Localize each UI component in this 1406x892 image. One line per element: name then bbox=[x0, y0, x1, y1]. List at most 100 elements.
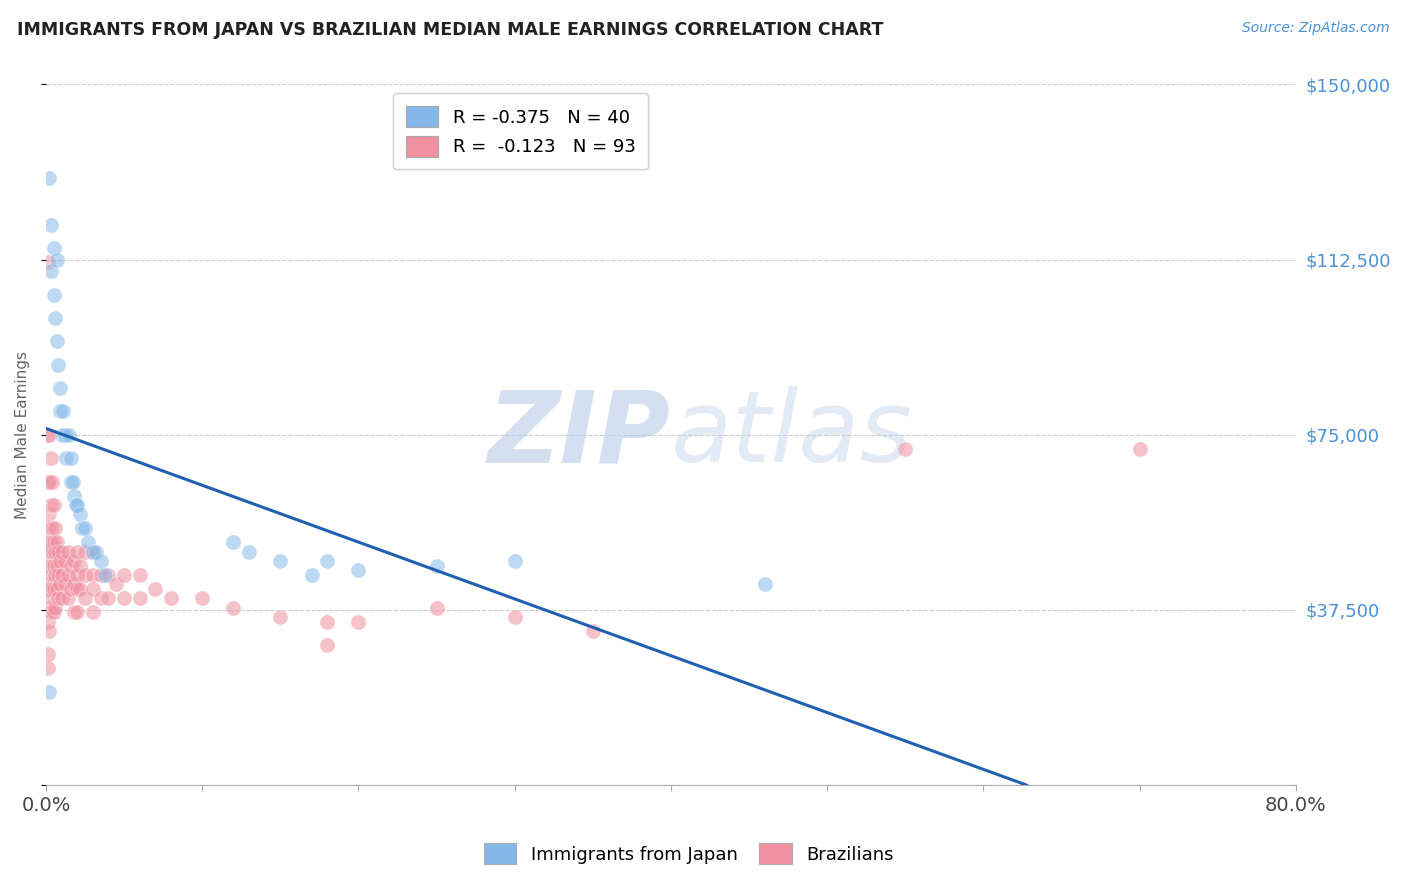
Point bbox=[44, 311, 66, 326]
Point bbox=[48, 591, 70, 606]
Point bbox=[82, 544, 104, 558]
Point bbox=[582, 624, 605, 638]
Point bbox=[51, 544, 73, 558]
Point bbox=[66, 544, 89, 558]
Point bbox=[59, 582, 82, 596]
Point bbox=[69, 558, 91, 573]
Point bbox=[58, 427, 80, 442]
Point bbox=[51, 427, 73, 442]
Point bbox=[69, 507, 91, 521]
Point bbox=[56, 591, 79, 606]
Point bbox=[45, 252, 67, 267]
Point bbox=[49, 381, 72, 395]
Point bbox=[425, 558, 447, 573]
Point bbox=[191, 591, 214, 606]
Point bbox=[754, 577, 776, 591]
Point bbox=[66, 582, 89, 596]
Point bbox=[48, 568, 70, 582]
Point bbox=[90, 591, 112, 606]
Point bbox=[49, 404, 72, 418]
Point bbox=[37, 661, 59, 675]
Legend: Immigrants from Japan, Brazilians: Immigrants from Japan, Brazilians bbox=[477, 836, 901, 871]
Point bbox=[41, 475, 63, 489]
Point bbox=[66, 568, 89, 582]
Point bbox=[37, 544, 59, 558]
Point bbox=[105, 577, 128, 591]
Point bbox=[56, 544, 79, 558]
Point bbox=[73, 521, 96, 535]
Point bbox=[269, 610, 291, 624]
Point bbox=[38, 600, 60, 615]
Point bbox=[63, 554, 86, 568]
Point bbox=[39, 264, 62, 278]
Point bbox=[45, 582, 67, 596]
Text: IMMIGRANTS FROM JAPAN VS BRAZILIAN MEDIAN MALE EARNINGS CORRELATION CHART: IMMIGRANTS FROM JAPAN VS BRAZILIAN MEDIA… bbox=[17, 21, 883, 38]
Point bbox=[42, 535, 65, 549]
Point bbox=[44, 544, 66, 558]
Point bbox=[316, 554, 339, 568]
Point bbox=[65, 498, 87, 512]
Text: Source: ZipAtlas.com: Source: ZipAtlas.com bbox=[1241, 21, 1389, 35]
Point bbox=[82, 568, 104, 582]
Point bbox=[42, 558, 65, 573]
Point bbox=[97, 591, 120, 606]
Point bbox=[51, 591, 73, 606]
Point bbox=[39, 451, 62, 466]
Point bbox=[82, 582, 104, 596]
Point bbox=[316, 638, 339, 652]
Point bbox=[238, 544, 260, 558]
Point bbox=[347, 563, 370, 577]
Point bbox=[94, 568, 117, 582]
Point bbox=[38, 624, 60, 638]
Point bbox=[41, 591, 63, 606]
Point bbox=[45, 535, 67, 549]
Point bbox=[82, 544, 104, 558]
Point bbox=[59, 451, 82, 466]
Point bbox=[48, 544, 70, 558]
Point bbox=[39, 605, 62, 619]
Point bbox=[45, 334, 67, 349]
Point bbox=[38, 427, 60, 442]
Point bbox=[894, 442, 917, 456]
Point bbox=[39, 535, 62, 549]
Point bbox=[301, 568, 323, 582]
Point bbox=[44, 600, 66, 615]
Point bbox=[62, 475, 84, 489]
Legend: R = -0.375   N = 40, R =  -0.123   N = 93: R = -0.375 N = 40, R = -0.123 N = 93 bbox=[394, 94, 648, 169]
Point bbox=[41, 521, 63, 535]
Point bbox=[37, 255, 59, 269]
Point bbox=[503, 554, 526, 568]
Point bbox=[316, 615, 339, 629]
Point bbox=[97, 568, 120, 582]
Point bbox=[63, 577, 86, 591]
Point bbox=[38, 170, 60, 185]
Point bbox=[41, 544, 63, 558]
Point bbox=[42, 605, 65, 619]
Point bbox=[503, 610, 526, 624]
Text: atlas: atlas bbox=[671, 386, 912, 483]
Point bbox=[49, 554, 72, 568]
Point bbox=[37, 475, 59, 489]
Y-axis label: Median Male Earnings: Median Male Earnings bbox=[15, 351, 30, 519]
Point bbox=[39, 218, 62, 232]
Point bbox=[66, 605, 89, 619]
Point bbox=[59, 558, 82, 573]
Point bbox=[56, 568, 79, 582]
Point bbox=[112, 568, 135, 582]
Point bbox=[51, 568, 73, 582]
Point bbox=[42, 241, 65, 255]
Point bbox=[90, 554, 112, 568]
Point bbox=[37, 427, 59, 442]
Point bbox=[55, 451, 77, 466]
Point bbox=[39, 582, 62, 596]
Point bbox=[37, 521, 59, 535]
Point bbox=[84, 544, 107, 558]
Point bbox=[53, 554, 76, 568]
Point bbox=[73, 568, 96, 582]
Point bbox=[63, 605, 86, 619]
Point bbox=[37, 615, 59, 629]
Point bbox=[38, 684, 60, 698]
Point bbox=[44, 521, 66, 535]
Point bbox=[1128, 442, 1150, 456]
Point bbox=[42, 287, 65, 301]
